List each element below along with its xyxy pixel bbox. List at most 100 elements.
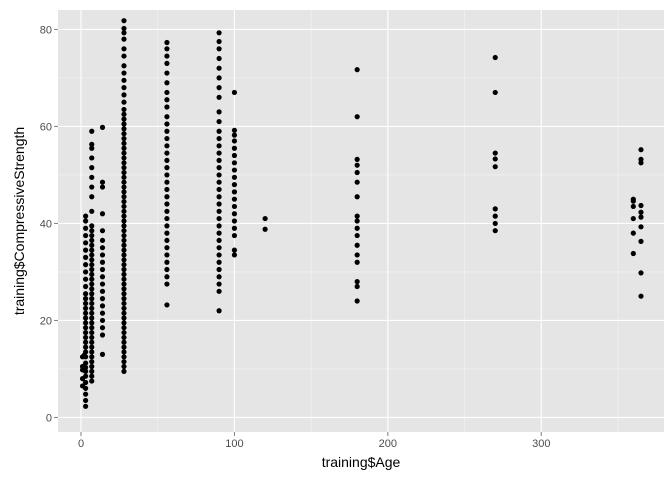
data-point [121, 70, 127, 76]
data-point [89, 334, 95, 341]
data-point [89, 349, 95, 355]
data-point [99, 252, 106, 258]
data-point [164, 179, 170, 185]
data-point [121, 368, 127, 374]
data-point [121, 354, 127, 360]
data-point [164, 201, 170, 207]
data-point [354, 218, 360, 224]
data-points [79, 18, 644, 409]
y-tick-label: 20 [40, 315, 52, 327]
data-point [638, 270, 644, 276]
data-point [121, 310, 127, 316]
data-point [121, 30, 127, 36]
data-point [164, 194, 170, 200]
data-point [216, 55, 222, 62]
data-point [121, 46, 127, 52]
data-point [638, 214, 644, 220]
data-point [89, 300, 95, 307]
data-point [164, 208, 170, 214]
data-point [83, 320, 89, 326]
data-point [121, 92, 127, 98]
data-point [164, 302, 170, 308]
data-point [630, 215, 636, 222]
data-point [492, 220, 498, 227]
data-point [83, 300, 89, 307]
data-point [216, 118, 222, 125]
data-point [164, 259, 170, 265]
data-point [231, 225, 238, 231]
data-point [83, 354, 89, 360]
data-point [89, 208, 95, 214]
data-point [638, 202, 644, 209]
y-axis-title: training$CompressiveStrength [11, 127, 27, 315]
data-point [638, 224, 644, 230]
data-point [354, 213, 360, 219]
data-point [89, 310, 95, 316]
data-point [99, 274, 106, 280]
data-point [121, 135, 127, 142]
data-point [231, 196, 238, 202]
data-point [89, 329, 95, 336]
data-point [216, 30, 222, 36]
data-point [354, 179, 360, 185]
data-point [121, 325, 127, 331]
data-point [99, 332, 106, 338]
data-point [121, 77, 127, 83]
data-point [638, 147, 644, 153]
data-point [216, 186, 222, 193]
data-point [89, 174, 95, 180]
data-point [164, 252, 170, 258]
data-point [121, 339, 127, 345]
data-point [83, 276, 89, 282]
data-point [99, 124, 106, 130]
data-point [121, 25, 127, 32]
data-point [121, 85, 127, 91]
minor-gridlines [58, 10, 664, 432]
data-point [216, 274, 222, 280]
data-point [89, 184, 95, 190]
data-point [164, 172, 170, 178]
data-point [216, 46, 222, 52]
data-point [121, 237, 127, 244]
data-point [83, 364, 89, 371]
data-point [164, 215, 170, 222]
data-point [354, 259, 360, 265]
data-point [99, 303, 106, 309]
data-point [83, 397, 89, 404]
data-point [83, 262, 89, 268]
data-point [89, 257, 95, 263]
data-point [231, 252, 238, 258]
data-point [121, 116, 127, 122]
data-point [121, 315, 127, 321]
data-point [164, 114, 170, 120]
data-point [83, 344, 89, 350]
data-point [216, 208, 222, 214]
data-point [630, 250, 636, 257]
y-tick-label: 80 [40, 24, 52, 36]
data-point [89, 373, 95, 379]
data-point [638, 156, 644, 162]
data-point [164, 281, 170, 287]
data-point [216, 266, 222, 273]
data-point [231, 127, 238, 133]
data-point [354, 114, 360, 120]
data-point [83, 296, 89, 302]
data-point [164, 266, 170, 273]
data-point [231, 160, 238, 166]
data-point [89, 165, 95, 171]
y-tick-label: 60 [40, 121, 52, 133]
data-point [89, 286, 95, 292]
data-point [121, 363, 127, 370]
data-point [99, 281, 106, 287]
data-point [164, 237, 170, 244]
data-point [89, 252, 95, 258]
data-point [89, 194, 95, 200]
data-point [164, 186, 170, 193]
data-point [121, 257, 127, 263]
data-point [164, 143, 170, 149]
data-point [164, 128, 170, 134]
data-point [121, 160, 127, 166]
data-point [164, 46, 170, 52]
data-point [83, 329, 89, 336]
data-point [638, 238, 644, 244]
